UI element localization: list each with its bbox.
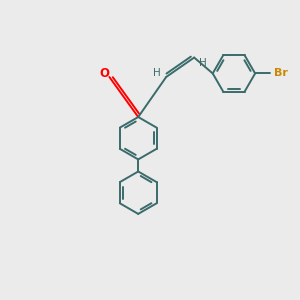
Text: H: H <box>154 68 161 78</box>
Text: Br: Br <box>274 68 288 78</box>
Text: H: H <box>199 58 206 68</box>
Text: O: O <box>99 67 109 80</box>
